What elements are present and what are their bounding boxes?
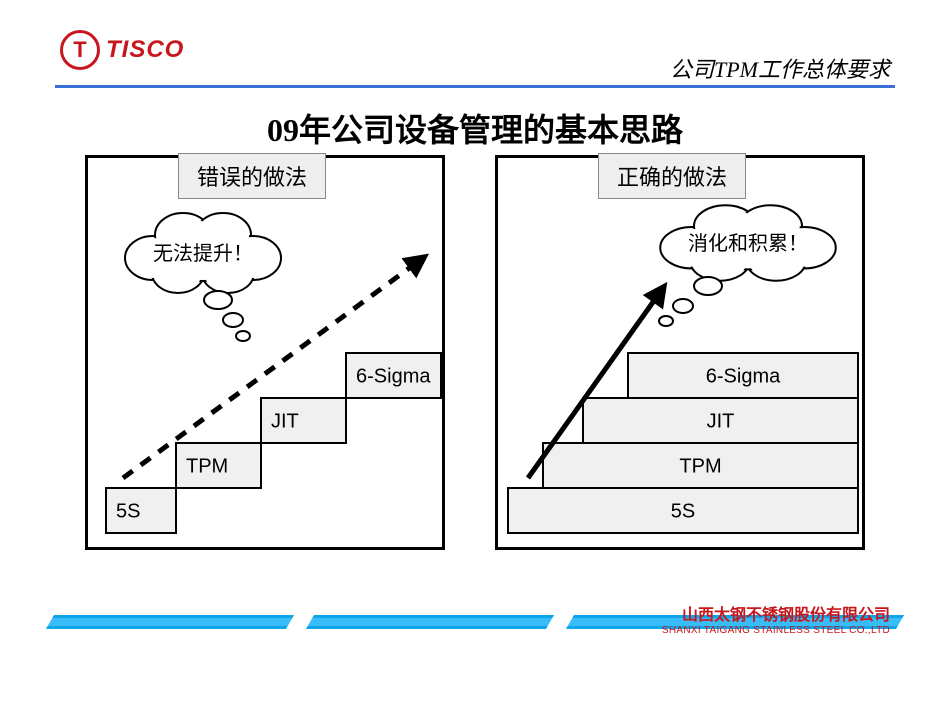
panel-correct-label: 正确的做法 [598, 153, 746, 199]
panel-correct-diagram: 5S TPM JIT 6-Sigma 消化和积累！ [498, 158, 868, 553]
svg-text:JIT: JIT [271, 411, 299, 433]
logo-text: TISCO [106, 36, 184, 64]
header-subtitle: 公司TPM工作总体要求 [670, 52, 890, 84]
svg-text:无法提升！: 无法提升！ [153, 242, 253, 265]
page-title: 09年公司设备管理的基本思路 [0, 105, 950, 151]
panel-wrong-label: 错误的做法 [178, 153, 326, 199]
svg-text:消化和积累！: 消化和积累！ [688, 232, 808, 255]
panel-correct: 正确的做法 5S TPM JIT 6-Sigma 消化和积累！ [495, 155, 865, 550]
footer-company-en: SHANXI TAIGANG STAINLESS STEEL CO.,LTD [662, 625, 890, 636]
svg-text:TPM: TPM [679, 456, 721, 478]
svg-text:JIT: JIT [707, 411, 735, 433]
svg-text:6-Sigma: 6-Sigma [706, 366, 781, 388]
svg-text:6-Sigma: 6-Sigma [356, 366, 431, 388]
footer: 山西太钢不锈钢股份有限公司 SHANXI TAIGANG STAINLESS S… [0, 603, 950, 653]
logo-letter: T [73, 37, 86, 63]
svg-text:5S: 5S [671, 501, 695, 523]
svg-text:5S: 5S [116, 501, 140, 523]
svg-text:TPM: TPM [186, 456, 228, 478]
header-divider [55, 85, 895, 88]
panel-wrong-diagram: 5S TPM JIT 6-Sigma 无法提升！ [88, 158, 448, 553]
panel-wrong: 错误的做法 5S TPM JIT 6-Sigma 无法提升！ [85, 155, 445, 550]
logo-icon: T [60, 30, 100, 70]
logo: T TISCO [60, 30, 184, 70]
footer-company-cn: 山西太钢不锈钢股份有限公司 [662, 607, 890, 625]
footer-company: 山西太钢不锈钢股份有限公司 SHANXI TAIGANG STAINLESS S… [662, 607, 890, 636]
header: T TISCO 公司TPM工作总体要求 [0, 30, 950, 90]
panels-container: 错误的做法 5S TPM JIT 6-Sigma 无法提升！ 正确的做法 5S TPM JI… [0, 155, 950, 550]
